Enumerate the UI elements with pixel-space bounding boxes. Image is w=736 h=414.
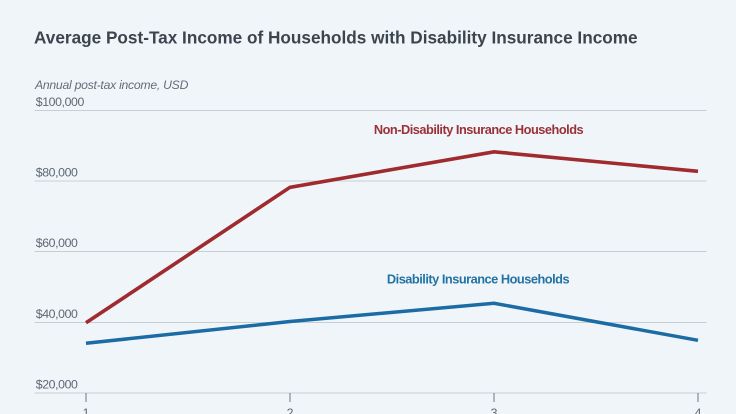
svg-text:Disability Insurance Household: Disability Insurance Households — [387, 272, 570, 287]
svg-text:Average Post-Tax Income of Hou: Average Post-Tax Income of Households wi… — [34, 28, 638, 48]
svg-text:$40,000: $40,000 — [36, 307, 78, 321]
svg-text:2: 2 — [287, 406, 294, 414]
svg-text:4: 4 — [695, 406, 702, 414]
svg-text:3: 3 — [491, 406, 498, 414]
svg-text:$100,000: $100,000 — [36, 95, 85, 109]
svg-text:$60,000: $60,000 — [36, 236, 78, 250]
svg-text:$80,000: $80,000 — [36, 166, 78, 180]
svg-text:$20,000: $20,000 — [36, 378, 78, 392]
svg-text:Annual post-tax income, USD: Annual post-tax income, USD — [34, 78, 189, 92]
svg-text:1: 1 — [83, 406, 90, 414]
svg-text:Non-Disability Insurance House: Non-Disability Insurance Households — [374, 122, 584, 137]
